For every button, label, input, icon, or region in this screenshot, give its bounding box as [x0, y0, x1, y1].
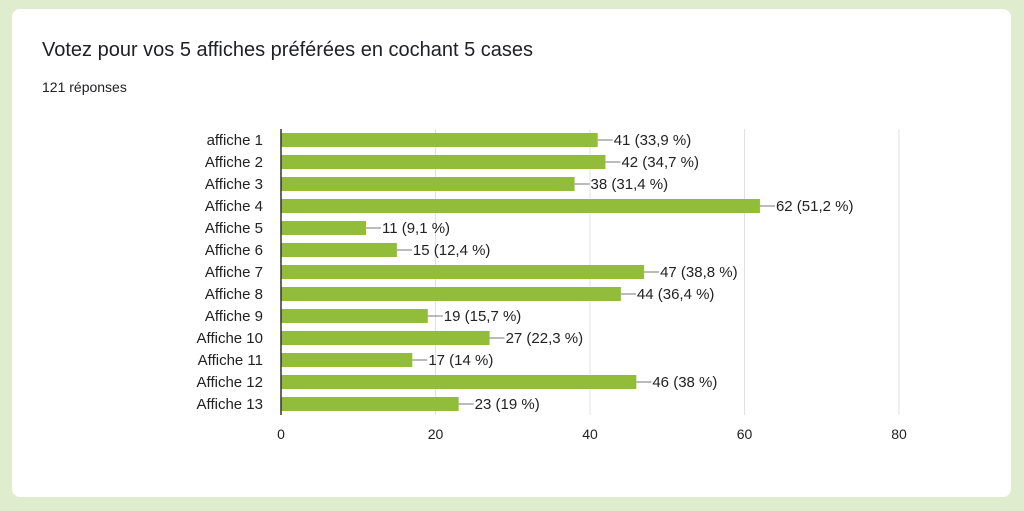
chart-card: Votez pour vos 5 affiches préférées en c…: [12, 9, 1011, 497]
data-label: 38 (31,4 %): [591, 176, 669, 193]
question-title: Votez pour vos 5 affiches préférées en c…: [42, 39, 534, 61]
category-label: Affiche 3: [205, 176, 263, 193]
category-label: Affiche 12: [197, 374, 263, 391]
data-label: 11 (9,1 %): [382, 220, 450, 237]
bar: [281, 353, 413, 367]
x-tick-label: 20: [428, 426, 444, 442]
x-tick-label: 0: [277, 426, 285, 442]
category-label: Affiche 7: [205, 264, 263, 281]
category-label: Affiche 4: [205, 198, 263, 215]
category-label: Affiche 2: [205, 154, 263, 171]
bar: [281, 155, 606, 169]
category-label: Affiche 10: [197, 330, 263, 347]
data-label: 46 (38 %): [652, 374, 717, 391]
response-count: 121 réponses: [42, 79, 127, 95]
x-tick-label: 60: [737, 426, 753, 442]
category-label: affiche 1: [207, 132, 263, 149]
x-tick-label: 40: [582, 426, 598, 442]
bar-chart: 0 20 40 60 80 affiche 1 41 (33,9 %) Affiche 2 42…: [197, 129, 907, 442]
bar: [281, 265, 645, 279]
data-label: 19 (15,7 %): [444, 308, 522, 325]
category-label: Affiche 6: [205, 242, 263, 259]
data-label: 47 (38,8 %): [660, 264, 738, 281]
bar: [281, 199, 760, 213]
bar: [281, 177, 575, 191]
bar: [281, 133, 598, 147]
category-label: Affiche 13: [197, 396, 263, 413]
data-label: 27 (22,3 %): [506, 330, 584, 347]
bar: [281, 309, 428, 323]
data-label: 23 (19 %): [475, 396, 540, 413]
data-label: 44 (36,4 %): [637, 286, 715, 303]
bar: [281, 243, 397, 257]
bar: [281, 375, 637, 389]
bar: [281, 287, 621, 301]
category-label: Affiche 11: [198, 352, 263, 369]
category-label: Affiche 5: [205, 220, 263, 237]
bar: [281, 221, 366, 235]
data-label: 62 (51,2 %): [776, 198, 854, 215]
bar: [281, 397, 459, 411]
data-label: 41 (33,9 %): [614, 132, 692, 149]
x-tick-label: 80: [891, 426, 907, 442]
category-label: Affiche 9: [205, 308, 263, 325]
data-label: 15 (12,4 %): [413, 242, 491, 259]
category-label: Affiche 8: [205, 286, 263, 303]
data-label: 17 (14 %): [428, 352, 493, 369]
data-label: 42 (34,7 %): [621, 154, 699, 171]
bar: [281, 331, 490, 345]
